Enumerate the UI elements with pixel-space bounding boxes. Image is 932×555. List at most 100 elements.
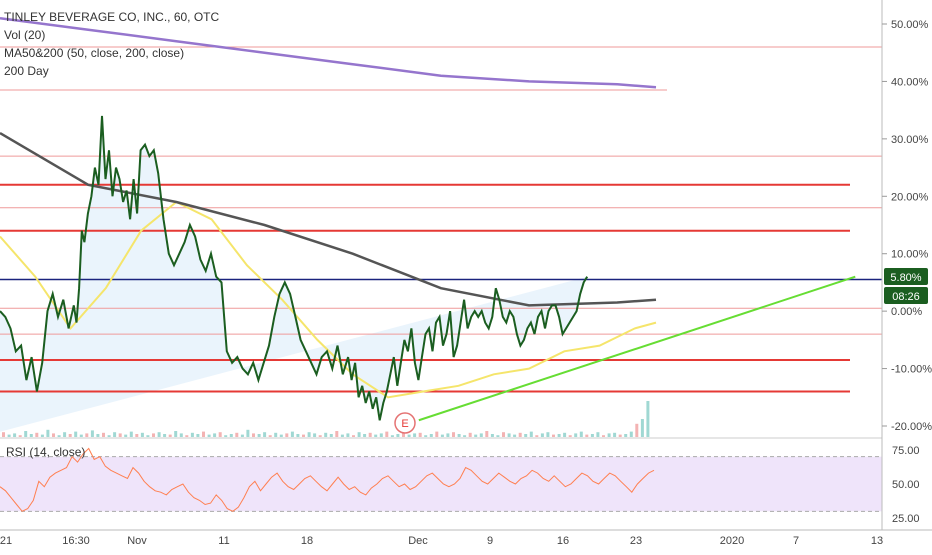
volume-bar	[607, 433, 611, 437]
volume-bar	[368, 432, 372, 437]
volume-bar	[307, 432, 311, 437]
earnings-marker-label: E	[401, 418, 408, 430]
volume-bar	[574, 433, 578, 437]
volume-bar	[429, 434, 433, 437]
volume-bar	[46, 429, 50, 437]
volume-bar	[379, 433, 383, 437]
volume-bar	[335, 431, 339, 437]
volume-bar	[85, 433, 89, 437]
y-tick-label: 30.00%	[891, 134, 929, 146]
volume-bar	[124, 434, 128, 437]
countdown-badge	[884, 287, 928, 304]
volume-bar	[157, 432, 161, 437]
volume-bar	[646, 401, 650, 437]
volume-bar	[168, 434, 172, 437]
volume-bar	[563, 432, 567, 437]
volume-bar	[224, 435, 228, 437]
x-tick-label: 2020	[720, 535, 744, 547]
volume-bar	[585, 434, 589, 437]
legend: TINLEY BEVERAGE CO, INC., 60, OTC Vol (2…	[4, 8, 219, 80]
x-tick-label: 16:30	[62, 535, 90, 547]
volume-bar	[279, 434, 283, 437]
rsi-tick-label: 75.00	[892, 445, 920, 457]
volume-bar	[218, 432, 222, 437]
price-layer	[0, 115, 589, 421]
volume-bar	[540, 433, 544, 437]
volume-bar	[496, 435, 500, 437]
volume-bar	[440, 434, 444, 437]
volume-bar	[13, 433, 17, 437]
legend-moving-averages: MA50&200 (50, close, 200, close)	[4, 46, 185, 60]
volume-bar	[90, 430, 94, 437]
badge-layer: E 5.80% 08:26	[394, 268, 928, 434]
volume-bar	[79, 434, 83, 437]
series-price	[0, 115, 589, 421]
volume-bar	[385, 431, 389, 437]
volume-bar	[57, 435, 61, 437]
volume-bar	[390, 435, 394, 437]
series-200-day	[0, 17, 657, 89]
volume-bar	[529, 431, 533, 437]
volume-bar	[418, 432, 422, 437]
volume-bar	[557, 434, 561, 437]
volume-bar	[413, 433, 417, 437]
volume-bar	[329, 434, 333, 437]
volume-bar	[374, 434, 378, 437]
volume-bar	[285, 433, 289, 437]
volume-bar	[507, 433, 511, 437]
x-tick-label: 13	[871, 535, 883, 547]
volume-bar	[568, 435, 572, 437]
volume-layer	[2, 401, 650, 437]
volume-bar	[213, 433, 217, 437]
volume-bar	[552, 434, 555, 437]
volume-bar	[113, 432, 117, 437]
y-tick-label: 10.00%	[891, 249, 929, 261]
volume-bar	[590, 434, 594, 437]
volume-bar	[268, 435, 272, 437]
rsi-tick-label: 25.00	[892, 513, 920, 525]
volume-bar	[163, 434, 167, 437]
volume-bar	[446, 433, 450, 437]
legend-title: TINLEY BEVERAGE CO, INC., 60, OTC	[4, 10, 220, 24]
price-area-fill	[0, 115, 588, 432]
volume-bar	[402, 432, 405, 437]
volume-bar	[357, 432, 361, 437]
legend-200-day: 200 Day	[4, 64, 49, 78]
volume-bar	[35, 432, 39, 437]
volume-bar	[140, 432, 144, 437]
volume-bar	[463, 435, 467, 437]
volume-bar	[263, 432, 267, 437]
y-tick-label: -20.00%	[891, 421, 932, 433]
x-tick-label: 18	[301, 535, 313, 547]
volume-bar	[63, 432, 67, 437]
volume-bar	[535, 435, 539, 437]
volume-bar	[346, 433, 350, 437]
x-tick-label: 11	[218, 535, 229, 547]
rsi-label: RSI (14, close)	[6, 445, 86, 459]
y-tick-label: 0.00%	[891, 306, 922, 318]
volume-bar	[129, 431, 133, 437]
volume-bar	[29, 434, 33, 437]
x-tick-label: 7	[793, 535, 799, 547]
volume-bar	[207, 434, 211, 437]
x-tick-label: 23	[630, 535, 642, 547]
volume-bar	[240, 434, 244, 437]
volume-bar	[640, 419, 644, 437]
last-change-badge	[884, 268, 928, 285]
volume-bar	[2, 432, 5, 437]
volume-bar	[513, 434, 517, 437]
volume-bar	[474, 434, 478, 437]
volume-bar	[40, 434, 44, 437]
earnings-marker	[394, 412, 416, 434]
rsi-band	[0, 456, 882, 512]
volume-bar	[107, 435, 111, 437]
volume-bar	[74, 431, 78, 437]
volume-bar	[235, 432, 239, 437]
volume-bar	[24, 431, 28, 437]
volume-bar	[546, 432, 550, 437]
volume-bar	[407, 434, 411, 437]
volume-bar	[324, 432, 328, 437]
volume-bar	[396, 434, 400, 437]
